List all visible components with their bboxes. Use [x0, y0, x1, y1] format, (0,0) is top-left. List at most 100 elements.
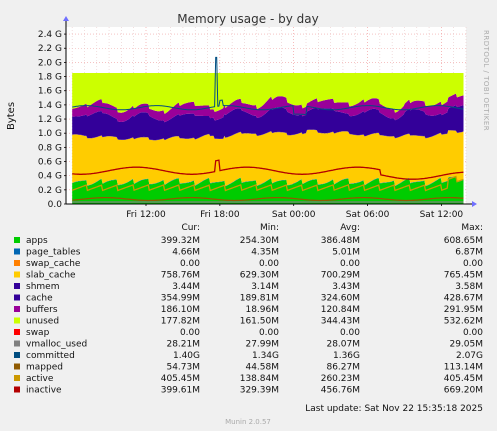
line-inactive — [72, 159, 464, 180]
y-tick-label: 0.8 G — [38, 143, 62, 153]
legend-max-inactive: 669.20M — [444, 386, 483, 396]
legend-swatch-active — [14, 375, 20, 381]
legend-label-vmalloc_used: vmalloc_used — [26, 340, 87, 350]
legend-max-buffers: 291.95M — [444, 305, 483, 315]
y-tick-label: 0.0 — [48, 200, 63, 210]
legend-cur-swap: 0.00 — [180, 328, 200, 338]
legend-cur-apps: 399.32M — [161, 236, 200, 246]
x-tick-label: Fri 12:00 — [126, 210, 166, 220]
x-ticks: Fri 12:00 Fri 18:00 Sat 00:00 Sat 06:00 Sat … — [126, 204, 463, 220]
legend-header-min: Min: — [260, 223, 279, 233]
legend-label-unused: unused — [26, 317, 59, 327]
legend-label-committed: committed — [26, 351, 75, 361]
legend-label-mapped: mapped — [26, 363, 63, 373]
legend-max-apps: 608.65M — [444, 236, 483, 246]
legend-cur-slab_cache: 758.76M — [161, 271, 200, 281]
legend-header-max: Max: — [461, 223, 483, 233]
y-tick-label: 2.4 G — [38, 30, 62, 40]
legend-min-apps: 254.30M — [240, 236, 279, 246]
legend-max-unused: 532.62M — [444, 317, 483, 327]
y-tick-label: 1.2 G — [38, 115, 62, 125]
legend-swatch-unused — [14, 317, 20, 324]
legend-header-cur: Cur: — [181, 223, 200, 233]
legend-avg-shmem: 3.43M — [332, 282, 360, 292]
legend-label-page_tables: page_tables — [26, 248, 81, 258]
legend-avg-committed: 1.36G — [333, 351, 360, 361]
axes — [63, 16, 477, 207]
legend-max-page_tables: 6.87M — [455, 248, 483, 258]
legend-swatch-buffers — [14, 306, 20, 312]
legend-label-inactive: inactive — [26, 386, 62, 396]
y-tick-label: 0.6 G — [38, 158, 62, 168]
legend-label-active: active — [26, 374, 54, 384]
legend-min-page_tables: 4.35M — [251, 248, 279, 258]
legend-max-swap_cache: 0.00 — [463, 259, 483, 269]
legend-max-swap: 0.00 — [463, 328, 483, 338]
legend-swatch-page_tables — [14, 248, 20, 255]
legend-swatch-vmalloc_used — [14, 340, 20, 347]
legend-avg-page_tables: 5.01M — [332, 248, 360, 258]
y-tick-label: 0.2 G — [38, 186, 62, 196]
legend-min-shmem: 3.14M — [251, 282, 279, 292]
legend-cur-mapped: 54.73M — [166, 363, 200, 373]
legend-swatch-cache — [14, 294, 20, 301]
legend-max-shmem: 3.58M — [455, 282, 483, 292]
rrdtool-watermark: RRDTOOL / TOBI OETIKER — [482, 30, 490, 131]
legend-avg-vmalloc_used: 28.07M — [326, 340, 360, 350]
legend-avg-mapped: 86.27M — [326, 363, 360, 373]
legend-avg-swap_cache: 0.00 — [340, 259, 360, 269]
legend-label-cache: cache — [26, 294, 53, 304]
legend-label-slab_cache: slab_cache — [26, 271, 76, 281]
chart-title: Memory usage - by day — [177, 12, 318, 26]
legend-min-inactive: 329.39M — [240, 386, 279, 396]
legend-max-slab_cache: 765.45M — [444, 271, 483, 281]
legend-cur-unused: 177.82M — [161, 317, 200, 327]
legend-cur-swap_cache: 0.00 — [180, 259, 200, 269]
legend-swatch-shmem — [14, 283, 20, 289]
legend-header-avg: Avg: — [340, 223, 360, 233]
stacked-areas — [72, 73, 464, 204]
x-tick-label: Sat 00:00 — [272, 210, 316, 220]
legend-avg-cache: 324.60M — [321, 294, 360, 304]
legend-swatch-inactive — [14, 386, 20, 393]
legend-label-swap_cache: swap_cache — [26, 259, 81, 269]
y-tick-label: 1.0 G — [38, 129, 62, 139]
area-cache — [72, 105, 464, 140]
legend-min-buffers: 18.96M — [245, 305, 279, 315]
line-series — [71, 56, 464, 203]
line-active — [71, 175, 464, 192]
legend-swatch-swap — [14, 329, 20, 335]
x-tick-label: Sat 06:00 — [346, 210, 390, 220]
legend-min-cache: 189.81M — [240, 294, 279, 304]
y-axis-label: Bytes — [6, 102, 17, 130]
legend-max-mapped: 113.14M — [444, 363, 483, 373]
legend-min-swap_cache: 0.00 — [259, 259, 279, 269]
y-axis-arrow — [63, 16, 69, 21]
legend-min-unused: 161.50M — [240, 317, 279, 327]
legend-cur-buffers: 186.10M — [161, 305, 200, 315]
legend-cur-cache: 354.99M — [161, 294, 200, 304]
legend-label-buffers: buffers — [26, 305, 58, 315]
legend-avg-apps: 386.48M — [321, 236, 360, 246]
legend-cur-committed: 1.40G — [173, 351, 200, 361]
x-axis-arrow — [472, 201, 477, 207]
area-buffers — [72, 93, 464, 123]
y-tick-label: 1.4 G — [38, 101, 62, 111]
munin-version: Munin 2.0.57 — [225, 418, 271, 426]
legend-max-active: 405.45M — [444, 374, 483, 384]
legend-cur-shmem: 3.44M — [172, 282, 200, 292]
legend-cur-page_tables: 4.66M — [172, 248, 200, 258]
legend-min-active: 138.84M — [240, 374, 279, 384]
legend-table: Cur: Min: Avg: Max: apps 399.32M 254.30M 386.48… — [14, 223, 483, 396]
legend-max-committed: 2.07G — [456, 351, 483, 361]
legend-swatch-committed — [14, 352, 20, 358]
legend-swatch-apps — [14, 237, 20, 243]
legend-max-vmalloc_used: 29.05M — [449, 340, 483, 350]
x-tick-label: Fri 18:00 — [200, 210, 240, 220]
legend-swatch-slab_cache — [14, 271, 20, 278]
legend-label-apps: apps — [26, 236, 48, 246]
legend-avg-buffers: 120.84M — [321, 305, 360, 315]
legend-avg-unused: 344.43M — [321, 317, 360, 327]
last-update-text: Last update: Sat Nov 22 15:35:18 2025 — [305, 404, 483, 414]
